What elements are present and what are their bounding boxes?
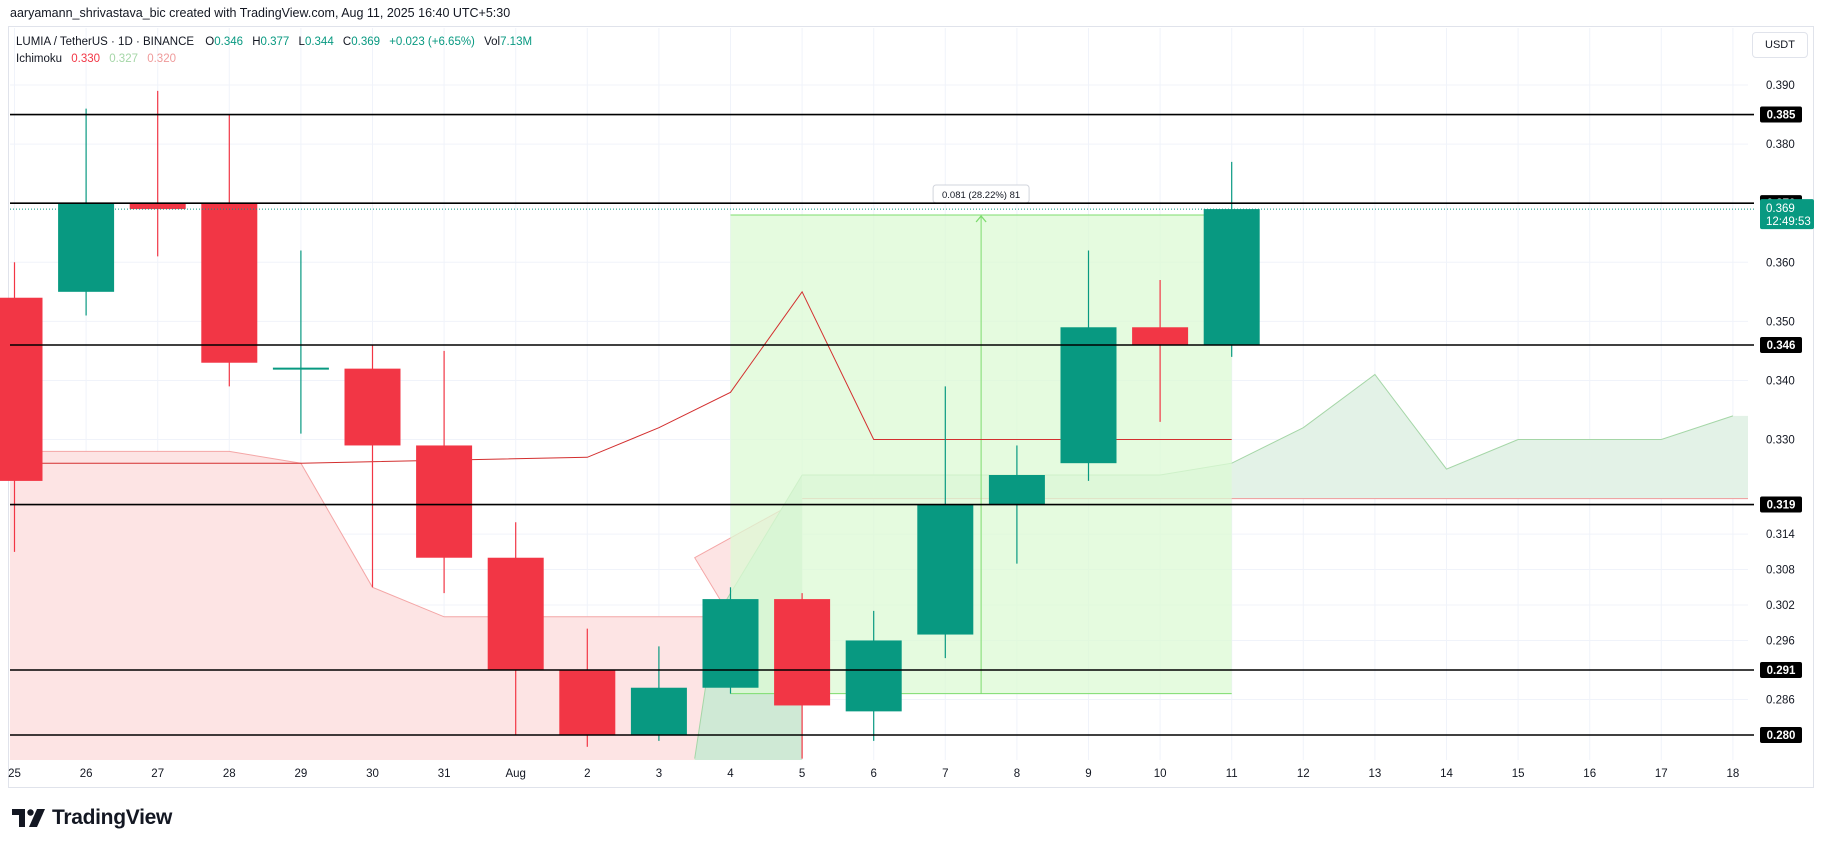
x-tick-label: 17 bbox=[1655, 768, 1668, 780]
candle-body-9[interactable] bbox=[1060, 327, 1117, 464]
candle-body-27[interactable] bbox=[129, 203, 186, 210]
x-tick-label: 31 bbox=[438, 768, 451, 780]
x-tick-label: 8 bbox=[1014, 768, 1020, 780]
x-tick-label: 5 bbox=[799, 768, 805, 780]
top-bar: aaryamann_shrivastava_bic created with T… bbox=[0, 0, 1825, 26]
candle-body-26[interactable] bbox=[58, 203, 115, 292]
x-tick-label: 10 bbox=[1154, 768, 1167, 780]
chart-credit: aaryamann_shrivastava_bic created with T… bbox=[10, 6, 511, 20]
y-tick-label: 0.296 bbox=[1766, 635, 1795, 647]
x-tick-label: 30 bbox=[366, 768, 379, 780]
candle-body-30[interactable] bbox=[344, 368, 401, 446]
y-tick-label: 0.390 bbox=[1766, 80, 1795, 92]
level-label-0.291: 0.291 bbox=[1767, 665, 1796, 677]
x-tick-label: 11 bbox=[1226, 768, 1238, 780]
candle-body-11[interactable] bbox=[1203, 209, 1260, 345]
volume-key: Vol bbox=[484, 36, 501, 48]
volume-value: 7.13M bbox=[500, 36, 533, 48]
candle-body-8[interactable] bbox=[988, 475, 1045, 505]
close-value: 0.369 bbox=[351, 36, 381, 48]
x-tick-label: 14 bbox=[1440, 768, 1453, 780]
measurement-label: 0.081 (28.22%) 81 bbox=[942, 190, 1020, 201]
x-tick-label: 13 bbox=[1369, 768, 1382, 780]
ichimoku-cloud-red-edge bbox=[10, 450, 803, 618]
low-value: 0.344 bbox=[304, 36, 334, 48]
level-label-box-0.385 bbox=[1760, 106, 1802, 123]
indicator-value-2: 0.327 bbox=[109, 53, 138, 65]
ohlc-row: LUMIA / TetherUS · 1D · BINANCE O0.346 H… bbox=[16, 34, 538, 51]
last-price-label: 0.369 bbox=[1766, 203, 1795, 215]
high-value: 0.377 bbox=[260, 36, 290, 48]
y-tick-label: 0.302 bbox=[1766, 600, 1795, 612]
indicator-name[interactable]: Ichimoku bbox=[16, 53, 63, 65]
countdown-label: 12:49:53 bbox=[1766, 216, 1811, 228]
level-label-0.319: 0.319 bbox=[1767, 500, 1796, 512]
candle-body-10[interactable] bbox=[1132, 327, 1189, 345]
tradingview-logo-icon bbox=[12, 809, 45, 827]
ichimoku-cloud-green bbox=[802, 374, 1748, 499]
x-tick-label: 29 bbox=[295, 768, 308, 780]
candle-body-29[interactable] bbox=[272, 367, 329, 370]
x-tick-label: 27 bbox=[151, 768, 164, 780]
candle-body-5[interactable] bbox=[774, 599, 831, 706]
symbol-label[interactable]: LUMIA / TetherUS · 1D · BINANCE bbox=[16, 36, 195, 48]
indicator-value-1: 0.330 bbox=[71, 53, 101, 65]
level-label-0.346: 0.346 bbox=[1767, 340, 1796, 352]
chart-legend: LUMIA / TetherUS · 1D · BINANCE O0.346 H… bbox=[16, 34, 538, 68]
level-label-0.280: 0.280 bbox=[1767, 730, 1796, 742]
x-tick-label: 2 bbox=[584, 768, 590, 780]
measurement-arrow-head bbox=[975, 214, 987, 223]
y-tick-label: 0.360 bbox=[1766, 257, 1795, 269]
x-tick-label: 12 bbox=[1297, 768, 1310, 780]
x-tick-label: 7 bbox=[942, 768, 948, 780]
x-tick-label: Aug bbox=[505, 768, 525, 780]
x-tick-label: 4 bbox=[727, 768, 734, 780]
level-label-box-0.319 bbox=[1760, 496, 1802, 513]
level-label-box-0.291 bbox=[1760, 662, 1802, 678]
candle-body-7[interactable] bbox=[917, 504, 974, 635]
candle-body-25[interactable] bbox=[0, 297, 43, 481]
y-tick-label: 0.286 bbox=[1766, 695, 1795, 707]
level-label-box-0.346 bbox=[1760, 337, 1802, 353]
candle-body-2[interactable] bbox=[559, 670, 616, 735]
last-price-label-box bbox=[1760, 199, 1814, 230]
candle-body-4[interactable] bbox=[702, 599, 759, 688]
ichimoku-base-line bbox=[14, 290, 1232, 464]
candle-body-3[interactable] bbox=[630, 687, 687, 735]
x-tick-label: 25 bbox=[8, 768, 21, 780]
change-value: +0.023 (+6.65%) bbox=[389, 36, 475, 48]
y-tick-label: 0.380 bbox=[1766, 139, 1795, 151]
x-tick-label: 16 bbox=[1583, 768, 1596, 780]
x-tick-label: 6 bbox=[870, 768, 876, 780]
y-tick-label: 0.350 bbox=[1766, 316, 1795, 328]
currency-button[interactable]: USDT bbox=[1752, 32, 1808, 58]
x-tick-label: 15 bbox=[1512, 768, 1525, 780]
indicator-value-3: 0.320 bbox=[147, 53, 176, 65]
x-tick-label: 3 bbox=[656, 768, 662, 780]
brand-logo: TradingView bbox=[12, 806, 172, 830]
open-key: O bbox=[205, 36, 215, 48]
y-tick-label: 0.330 bbox=[1766, 435, 1795, 447]
close-key: C bbox=[342, 36, 352, 48]
candle-body-Aug[interactable] bbox=[487, 557, 544, 670]
candle-body-28[interactable] bbox=[201, 203, 258, 363]
x-tick-label: 9 bbox=[1085, 768, 1091, 780]
candle-body-31[interactable] bbox=[416, 445, 473, 558]
open-value: 0.346 bbox=[214, 36, 244, 48]
indicator-row: Ichimoku 0.330 0.327 0.320 bbox=[16, 51, 538, 68]
high-key: H bbox=[252, 36, 261, 48]
y-tick-label: 0.308 bbox=[1766, 565, 1795, 577]
y-tick-label: 0.314 bbox=[1766, 529, 1795, 541]
level-label-box-0.280 bbox=[1760, 727, 1802, 743]
brand-name: TradingView bbox=[52, 806, 173, 829]
candle-body-6[interactable] bbox=[845, 640, 902, 712]
x-tick-label: 28 bbox=[223, 768, 236, 780]
x-tick-label: 18 bbox=[1727, 768, 1740, 780]
y-tick-label: 0.340 bbox=[1766, 375, 1795, 387]
level-label-0.385: 0.385 bbox=[1767, 110, 1796, 122]
x-tick-label: 26 bbox=[80, 768, 93, 780]
low-key: L bbox=[298, 36, 305, 48]
